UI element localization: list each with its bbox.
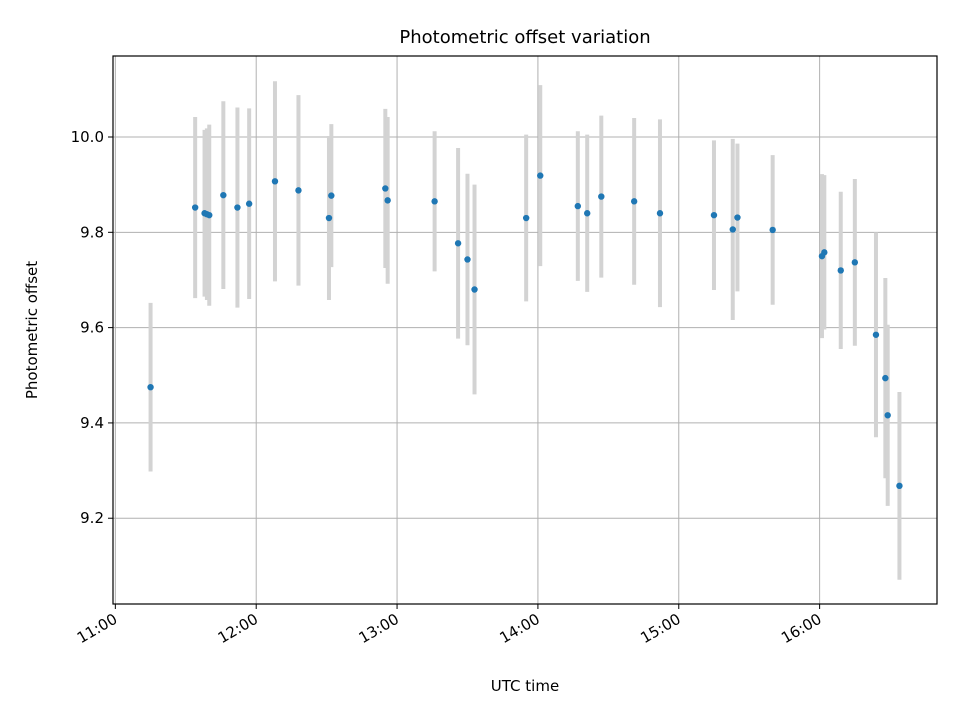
data-point [431, 198, 438, 205]
data-point [191, 204, 199, 211]
data-point [522, 214, 530, 222]
chart-title: Photometric offset variation [399, 27, 650, 48]
y-tick-label: 9.4 [80, 414, 104, 432]
data-point [896, 482, 903, 490]
y-tick-label: 9.2 [80, 509, 104, 527]
data-point [884, 412, 891, 419]
data-point [220, 191, 227, 199]
data-point [837, 267, 844, 274]
data-point [245, 200, 253, 207]
data-point [872, 331, 880, 338]
data-point [464, 256, 471, 263]
x-tick-label: 13:00 [356, 610, 402, 647]
data-point [630, 198, 638, 205]
data-point [382, 185, 389, 192]
y-tick-label: 10.0 [71, 128, 104, 146]
data-point [206, 211, 213, 219]
data-point [295, 187, 302, 194]
x-tick-label: 11:00 [74, 610, 120, 647]
data-point [598, 193, 605, 200]
plot-frame [112, 55, 938, 605]
data-point [471, 286, 478, 293]
y-tick-label: 9.6 [80, 319, 104, 337]
errorbars [148, 81, 902, 580]
x-tick-label: 16:00 [778, 610, 824, 647]
data-point [325, 214, 333, 222]
x-tick-label: 14:00 [496, 610, 542, 647]
data-point [584, 210, 591, 217]
data-points [147, 172, 903, 490]
data-point [729, 226, 736, 233]
data-point [821, 249, 828, 256]
data-point [734, 214, 741, 221]
axis-ticks: 11:00 12:00 13:00 14:00 15:00 16:00 9.2 9.4 9.6 9… [71, 128, 825, 647]
data-point [710, 211, 718, 219]
data-point [656, 210, 664, 217]
data-point [882, 374, 889, 382]
data-point [769, 226, 776, 234]
data-point [328, 192, 335, 199]
data-point [384, 197, 391, 204]
data-point [574, 202, 582, 210]
data-point [271, 178, 279, 185]
x-axis-title: UTC time [491, 677, 559, 695]
x-tick-label: 15:00 [637, 610, 683, 647]
data-point [537, 172, 544, 179]
x-tick-label: 12:00 [215, 610, 261, 647]
data-point [454, 240, 462, 247]
data-point [234, 204, 241, 211]
y-axis-title: Photometric offset [23, 261, 41, 399]
y-tick-label: 9.8 [80, 223, 104, 241]
data-point [147, 383, 154, 391]
data-point [851, 259, 859, 266]
